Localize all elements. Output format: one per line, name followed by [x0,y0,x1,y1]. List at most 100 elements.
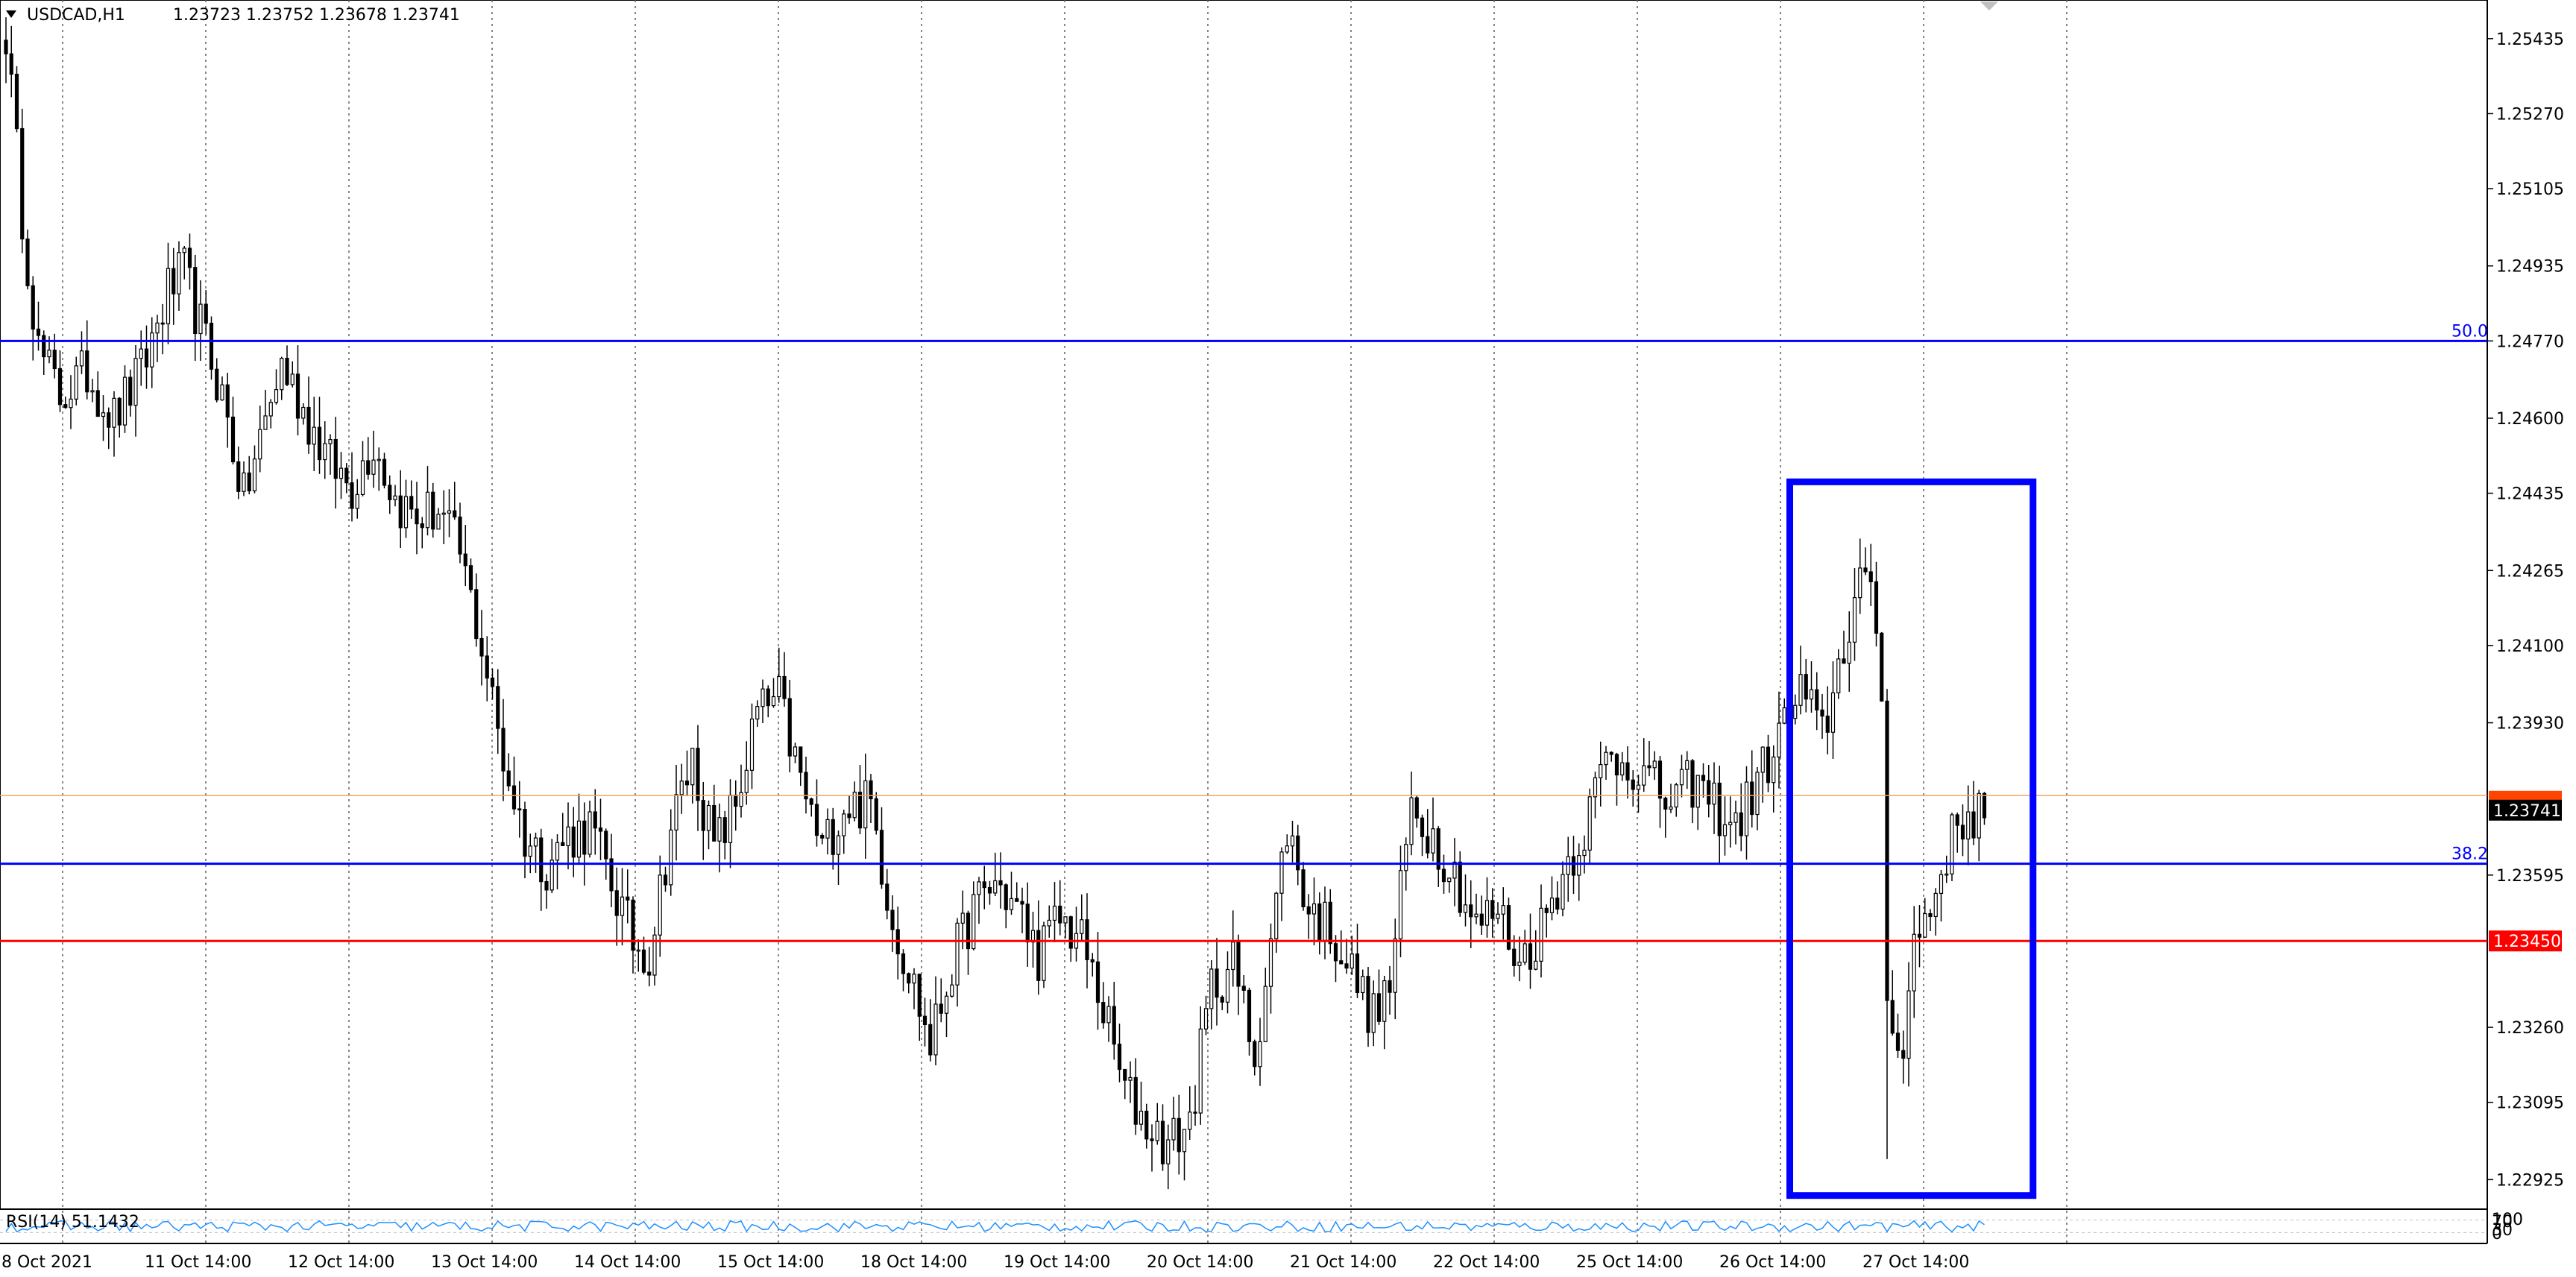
candle-body-bull [1231,942,1235,971]
candle-body-bear [1820,709,1824,717]
fib-level-label: 38.2 [2451,845,2488,864]
candle-body-bear [734,794,738,807]
candle-body-bear [479,637,484,657]
candle-body-bull [441,512,446,515]
candle-body-bear [1441,868,1446,883]
candle-body-bull [403,496,409,529]
candle-body-bull [1782,707,1786,724]
candle-body-bull [1311,903,1317,915]
candle-body-bear [1144,1110,1149,1140]
candle-body-bear [20,127,25,240]
candle-body-bear [1863,567,1868,573]
fib-level-label: 50.0 [2451,322,2488,341]
candle-body-bear [1068,916,1073,949]
candle-body-bear [144,348,149,368]
candle-body-bear [1117,1044,1122,1071]
candle-body-bull [198,303,203,335]
candle-body-bull [1517,962,1522,966]
candle-body-bear [874,798,878,831]
candle-body-bull [1950,814,1954,874]
candle-body-bull [744,769,749,793]
candle-body-bull [588,811,592,855]
candle-body-bear [42,335,46,358]
candle-body-bear [614,890,619,916]
candle-body-bear [1528,943,1533,970]
candle-body-bear [1004,884,1008,910]
candle-body-bear [1614,754,1619,776]
candle-body-bear [1339,960,1344,965]
highlight-box[interactable] [1786,478,2037,1199]
candle-body-bull [1712,782,1716,805]
candle-body-bear [696,748,700,801]
candle-body-bull [301,406,306,419]
candle-body-bull [328,438,333,444]
candle-body-bear [885,883,889,911]
candle-body-bull [1599,763,1603,779]
price-tick-label: 1.23595 [2496,867,2564,886]
candle-body-bear [1101,1002,1106,1024]
candle-body-bear [1960,824,1965,840]
candle-body-bull [1847,641,1851,664]
candle-body-bull [425,491,430,529]
candle-body-bear [1825,715,1830,733]
price-tick-label: 1.24265 [2496,562,2564,581]
horizontal-levels[interactable]: 50.0 38.2 1.23450 1.23741 [0,322,2562,952]
candle-body-bear [787,698,792,757]
candle-body-bear [193,267,198,335]
candle-body-bull [1382,980,1387,1022]
candle-body-bull [1452,861,1457,879]
candle-body-bear [1160,1120,1165,1164]
candle-body-bull [933,1003,938,1056]
chart-frame [0,0,2488,1210]
candle-body-bear [917,974,922,1017]
rsi-scale-70: 70 [2492,1213,2513,1232]
candle-body-bull [1225,968,1230,1003]
candle-body-bear [641,949,646,973]
candle-body-bear [1928,912,1933,918]
candle-body-bear [604,830,608,860]
candle-body-bull [1522,943,1527,963]
candle-body-bear [1647,765,1651,769]
symbol-label: USDCAD,H1 [27,6,125,25]
candle-body-bull [220,384,224,401]
candle-body-bear [1301,869,1306,907]
candle-body-bear [453,510,457,518]
candle-body-bull [1830,692,1836,733]
candle-body-bear [409,496,414,510]
symbol-menu-icon[interactable] [6,10,16,18]
candle-body-bull [1912,933,1916,991]
candle-body-bear [1895,1032,1900,1051]
candle-body-bear [230,416,236,463]
candle-body-bull [1463,904,1468,913]
rsi-scale-100: 100 [2492,1211,2523,1229]
candle-body-bull [1155,1120,1159,1141]
candle-body-bear [928,1024,933,1056]
candle-body-bear [366,460,371,475]
candle-body-bull [166,268,171,324]
rsi-label: RSI(14) 51.1432 [6,1213,139,1232]
time-tick-label: 25 Oct 14:00 [1576,1253,1683,1272]
candle-body-bull [1582,849,1587,857]
candle-body-bull [728,794,733,843]
candle-body-bear [631,899,635,951]
candle-body-bear [1458,861,1462,913]
candle-body-bull [669,829,673,886]
candle-body-bull [263,415,268,430]
candle-body-bear [1095,961,1100,1003]
price-axis: 1.25435 1.25270 1.25105 1.24935 1.24770 1.246… [2487,31,2564,1190]
ask-price-tag [2489,790,2562,801]
candle-body-bear [922,1015,928,1026]
candle-body-bear [712,804,717,842]
candle-body-bull [1209,968,1214,1009]
candle-body-bear [1982,792,1987,819]
candle-body-bull [101,412,106,417]
candle-body-bull [1977,792,1981,839]
candle-body-bear [485,655,489,679]
candle-body-bear [539,837,544,883]
candle-body-bull [658,874,662,936]
candle-body-bear [1253,1041,1257,1068]
chart-shift-marker[interactable] [1980,1,1998,10]
candle-body-bear [1842,658,1846,664]
candle-body-bear [857,792,863,829]
